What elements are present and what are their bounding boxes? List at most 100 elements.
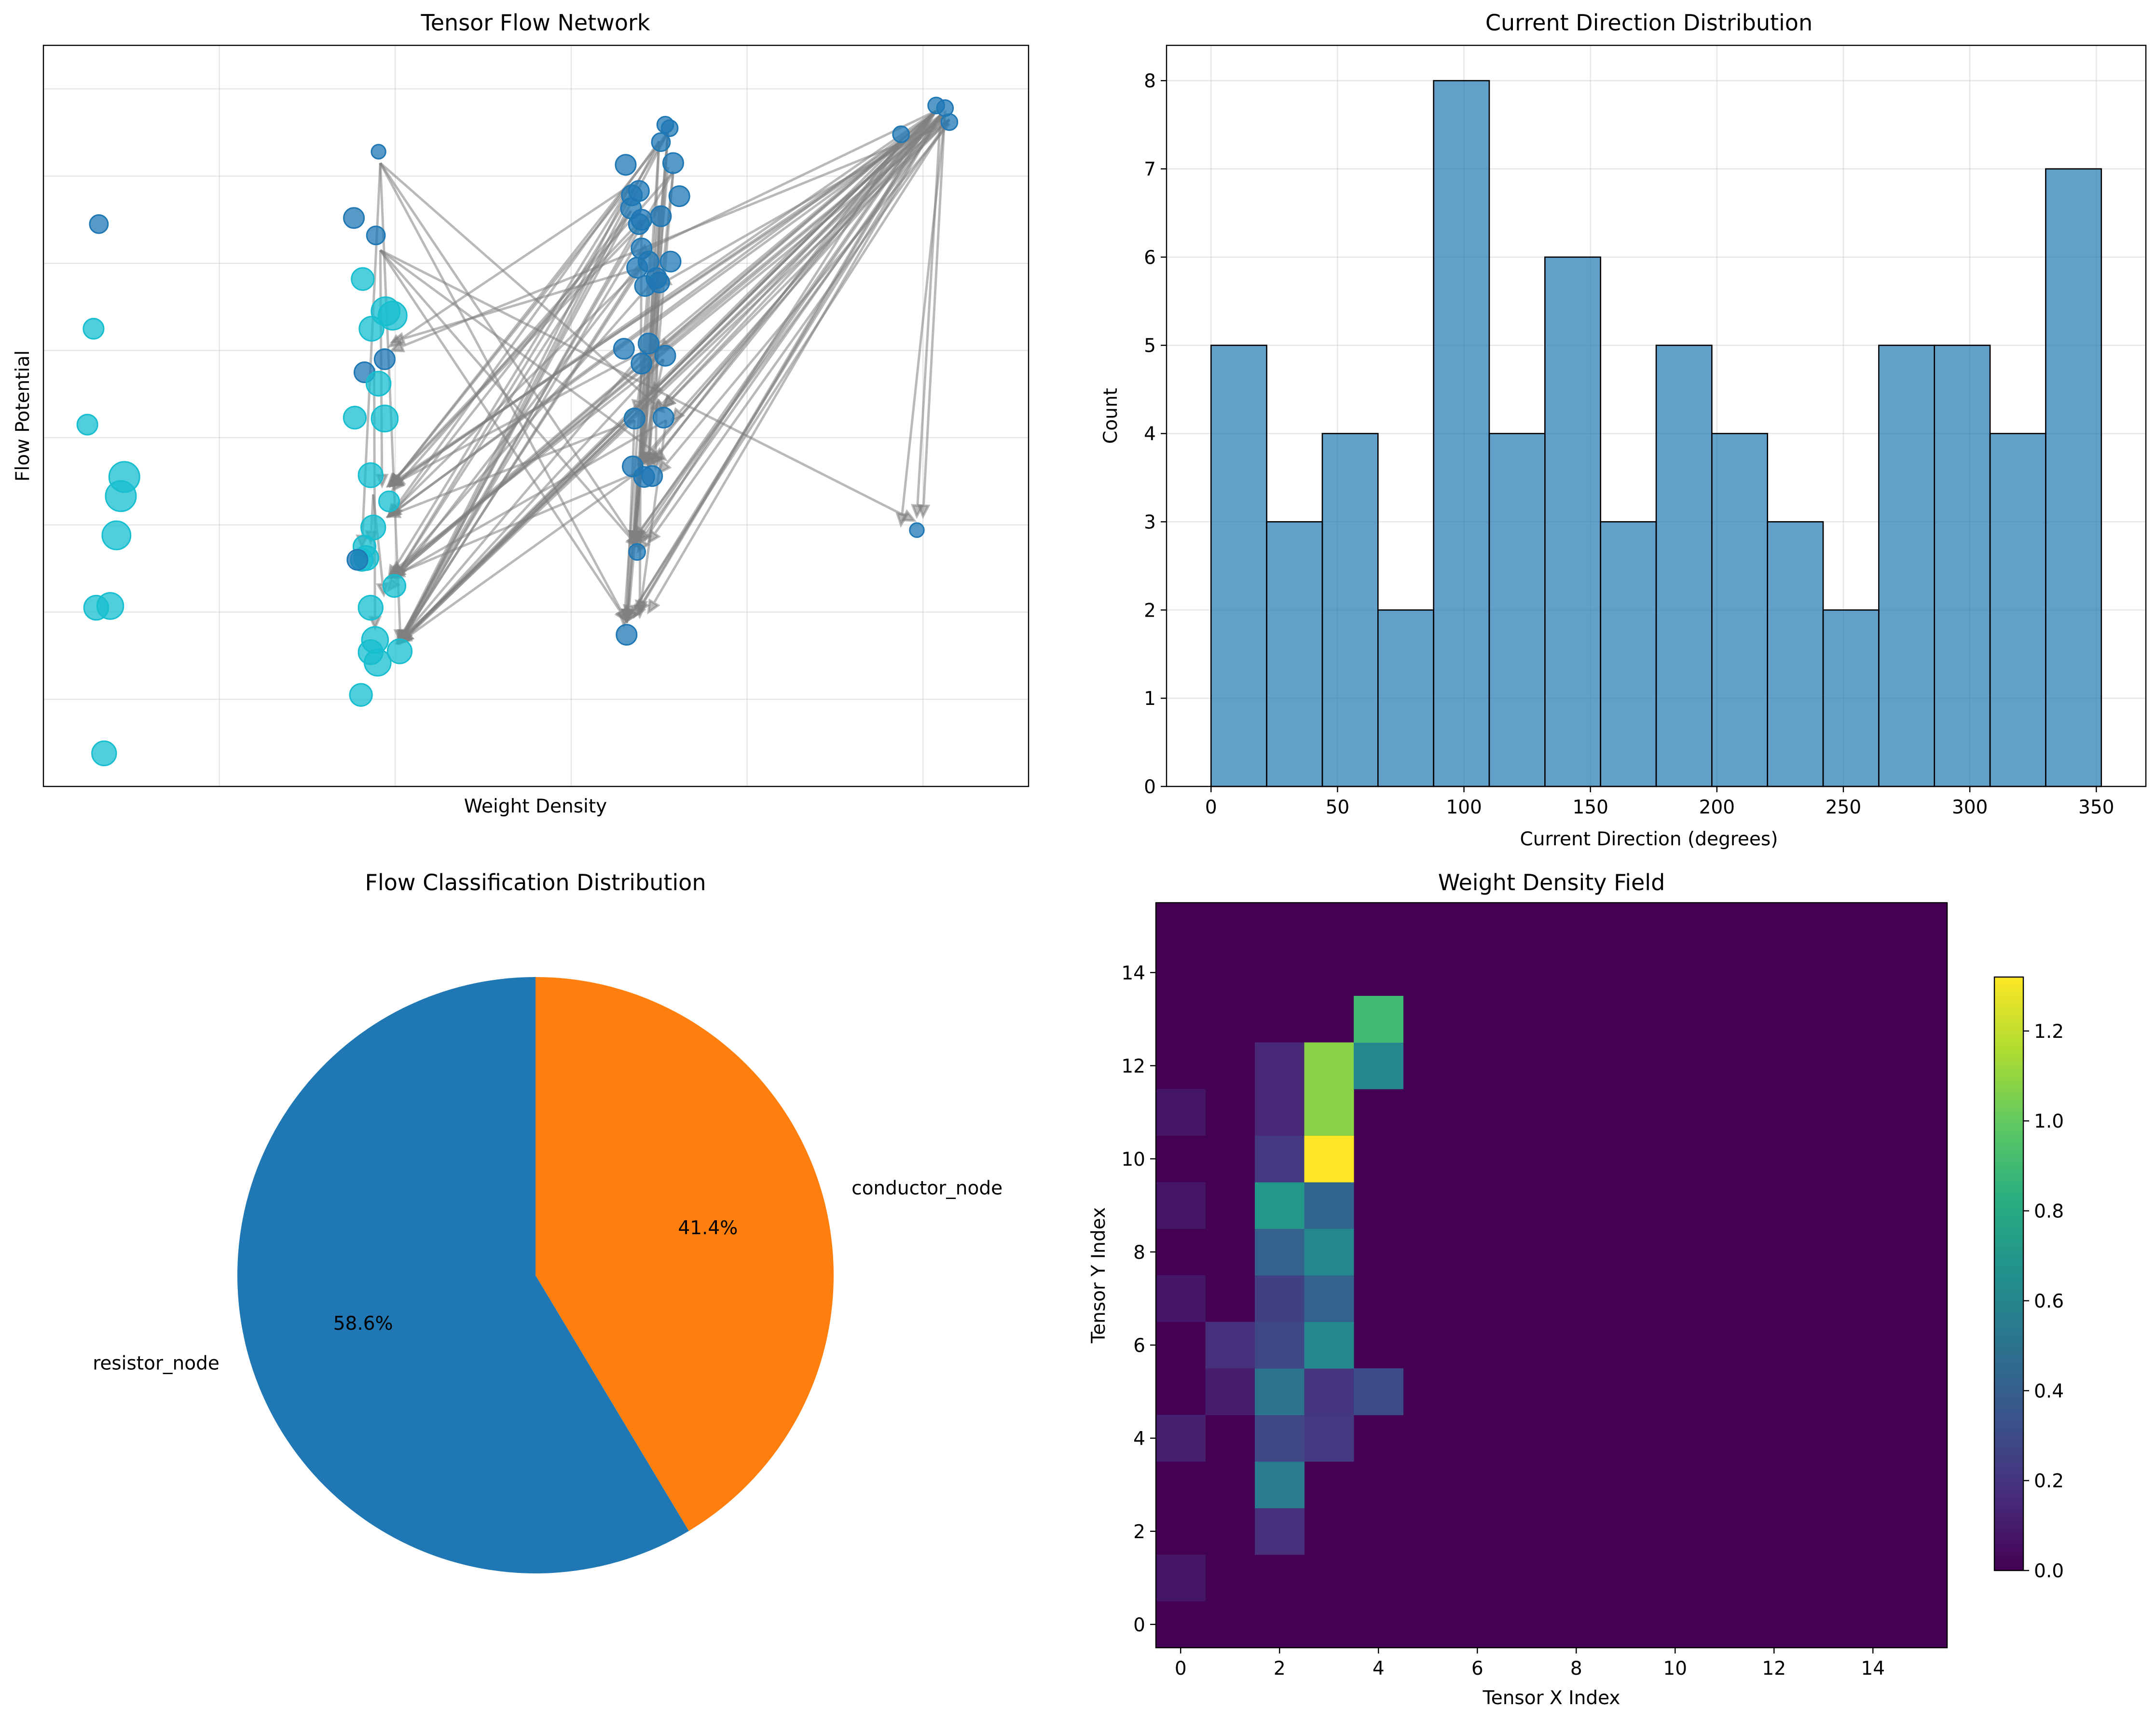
heatmap-cell: [1255, 1275, 1305, 1322]
heatmap-cell: [1304, 1182, 1354, 1229]
histogram-bar-6: [1544, 256, 1601, 787]
heatmap-xtick-label: 14: [1861, 1658, 1885, 1680]
heatmap-cell: [1156, 1415, 1206, 1462]
network-edge-arrow: [387, 184, 632, 580]
resistor-node-marker: [366, 225, 386, 246]
heatmap-cell: [1205, 1322, 1255, 1369]
heatmap-title: Weight Density Field: [1438, 869, 1665, 895]
heatmap-cell: [1156, 1555, 1206, 1601]
conductor-node-marker: [371, 404, 399, 433]
conductor-node-marker: [357, 462, 384, 488]
pie-wedges: 58.6% resistor_node 41.4% conductor_node: [93, 977, 1002, 1573]
heatmap-xtick-label: 10: [1663, 1658, 1687, 1680]
heatmap-xtick-label: 0: [1175, 1658, 1187, 1680]
conductor-node-marker: [357, 594, 384, 621]
heatmap-ytick-label: 14: [1121, 963, 1145, 984]
histogram-ytick-label: 0: [1144, 776, 1156, 798]
pie-percent-label: 58.6%: [333, 1313, 393, 1335]
histogram-panel: Current Direction Distribution 0 50 100 150…: [1100, 10, 2147, 850]
heatmap-xlabel: Tensor X Index: [1483, 1687, 1620, 1709]
heatmap-cell: [1255, 1135, 1305, 1183]
histogram-xtick-label: 350: [2078, 797, 2114, 818]
histogram-xtick-label: 50: [1326, 797, 1350, 818]
colorbar-tick-label: 0.8: [2034, 1201, 2064, 1223]
network-xlabel: Weight Density: [464, 796, 607, 817]
histogram-bar-0: [1210, 344, 1267, 787]
heatmap-cell: [1255, 1042, 1305, 1089]
network-edge-arrow: [895, 115, 947, 528]
resistor-node-marker: [343, 207, 365, 229]
heatmap-cell: [1304, 1135, 1354, 1183]
heatmap-cell: [1304, 1089, 1354, 1136]
heatmap-cell: [1304, 1368, 1354, 1415]
histogram-xtick-label: 150: [1572, 797, 1608, 818]
pie-percent-label: 41.4%: [678, 1217, 738, 1239]
network-panel: Tensor Flow Network Weight Density Flow …: [12, 10, 1030, 817]
histogram-ytick-label: 2: [1144, 600, 1156, 621]
resistor-node-marker: [659, 250, 682, 273]
conductor-node-marker: [343, 406, 367, 430]
colorbar-tick-label: 0.4: [2034, 1380, 2064, 1402]
network-edge-arrow: [657, 123, 950, 475]
resistor-node-marker: [660, 119, 679, 137]
heatmap-xtick-label: 2: [1274, 1658, 1286, 1680]
resistor-node-marker: [648, 272, 670, 294]
resistor-node-marker: [373, 348, 396, 371]
conductor-node-marker: [382, 574, 407, 598]
heatmap-ytick-label: 10: [1121, 1149, 1145, 1171]
histogram-bar-13: [1934, 344, 1991, 787]
conductor-node-marker: [358, 316, 385, 342]
heatmap-cell: [1255, 1368, 1305, 1415]
conductor-node-marker: [105, 480, 137, 512]
heatmap-ytick-label: 8: [1133, 1242, 1145, 1264]
resistor_node-wedge: [237, 977, 689, 1573]
histogram-ytick-label: 8: [1144, 70, 1156, 92]
histogram-bar-10: [1767, 521, 1824, 787]
histogram-bar-12: [1878, 344, 1936, 787]
pie-category-label: conductor_node: [851, 1178, 1002, 1199]
colorbar-tick-label: 0.2: [2034, 1471, 2064, 1492]
conductor_node-wedge: [536, 977, 834, 1531]
heatmap-ytick-label: 6: [1133, 1335, 1145, 1357]
network-edge-arrow: [911, 115, 942, 519]
histogram-ytick-label: 7: [1144, 159, 1156, 180]
heatmap-cell: [1156, 1275, 1206, 1322]
heatmap-ytick-label: 12: [1121, 1056, 1145, 1077]
histogram-title: Current Direction Distribution: [1485, 10, 1813, 36]
conductor-node-marker: [76, 413, 98, 436]
histogram-bar-9: [1711, 433, 1768, 787]
heatmap-xtick-label: 4: [1373, 1658, 1385, 1680]
network-edge-arrow: [670, 114, 942, 423]
histogram-bar-2: [1321, 433, 1379, 787]
network-ylabel: Flow Potential: [12, 350, 34, 482]
histogram-bar-8: [1655, 344, 1713, 787]
heatmap-xtick-label: 6: [1471, 1658, 1483, 1680]
histogram-xtick-label: 250: [1826, 797, 1861, 818]
heatmap-axes-frame: [1155, 902, 1948, 1649]
conductor-node-marker: [101, 520, 132, 551]
resistor-node-marker: [623, 407, 645, 429]
heatmap-cell: [1156, 1182, 1206, 1229]
conductor-node-marker: [82, 317, 105, 340]
conductor-node-marker: [378, 490, 400, 512]
histogram-ylabel: Count: [1100, 388, 1122, 444]
resistor-node-marker: [616, 624, 638, 646]
network-edge-arrow: [622, 167, 669, 620]
resistor-node-marker: [346, 549, 369, 571]
heatmap-cell: [1205, 1368, 1255, 1415]
resistor-node-marker: [662, 152, 684, 174]
resistor-node-marker: [628, 213, 650, 235]
histogram-axes-frame: [1166, 44, 2147, 787]
heatmap-ytick-label: 4: [1133, 1428, 1145, 1450]
heatmap-cell: [1354, 996, 1403, 1043]
histogram-bar-4: [1433, 80, 1490, 787]
histogram-ytick-label: 1: [1144, 688, 1156, 710]
histogram-bar-15: [2045, 168, 2102, 787]
histogram-bar-5: [1488, 433, 1546, 787]
conductor-node-marker: [96, 592, 124, 620]
conductor-node-marker: [377, 301, 408, 331]
heatmap-cells: [1156, 903, 1947, 1648]
colorbar-tick-label: 1.0: [2034, 1111, 2064, 1132]
histogram-ytick-label: 3: [1144, 511, 1156, 533]
pie-category-label: resistor_node: [93, 1352, 220, 1374]
